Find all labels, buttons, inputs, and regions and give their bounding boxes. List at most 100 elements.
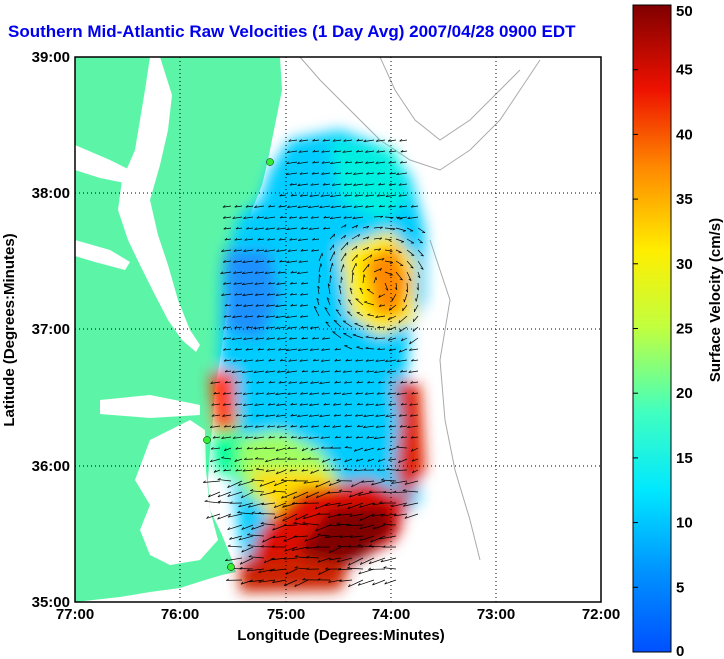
velocity-arrow-head xyxy=(352,272,355,276)
velocity-arrow xyxy=(234,458,243,462)
velocity-arrow-head xyxy=(294,555,298,557)
velocity-arrow xyxy=(300,326,309,329)
velocity-arrow-head xyxy=(367,380,370,384)
velocity-arrow-head xyxy=(308,414,312,417)
velocity-arrow xyxy=(298,238,309,241)
velocity-arrow xyxy=(276,425,287,428)
velocity-arrow xyxy=(376,194,386,197)
map-title: Southern Mid-Atlantic Raw Velocities (1 … xyxy=(8,22,576,41)
velocity-arrow-head xyxy=(260,544,264,547)
velocity-arrow-head xyxy=(217,500,222,503)
velocity-arrow xyxy=(297,348,309,351)
velocity-arrow-head xyxy=(266,304,269,307)
velocity-arrow-head xyxy=(347,299,351,302)
velocity-arrow xyxy=(388,381,397,384)
velocity-arrow xyxy=(251,479,265,482)
velocity-arrow xyxy=(384,579,397,585)
velocity-arrow-head xyxy=(400,338,404,342)
velocity-arrow xyxy=(211,403,221,406)
velocity-arrow xyxy=(291,546,309,551)
velocity-arrow xyxy=(399,425,408,428)
velocity-arrow-head xyxy=(279,215,283,219)
velocity-arrow-head xyxy=(409,341,412,345)
velocity-arrow-head xyxy=(375,359,379,362)
velocity-arrow-head xyxy=(265,315,269,318)
velocity-arrow-head xyxy=(364,301,368,303)
velocity-arrow-head xyxy=(363,414,367,417)
velocity-arrow-head xyxy=(256,381,260,384)
velocity-arrow-head xyxy=(321,161,325,164)
velocity-arrow-head xyxy=(233,260,236,263)
velocity-arrow-head xyxy=(290,402,294,406)
velocity-arrow-head xyxy=(410,448,414,452)
velocity-arrow-head xyxy=(253,436,257,439)
velocity-arrow xyxy=(384,238,392,241)
velocity-arrow-head xyxy=(405,289,408,293)
velocity-arrow xyxy=(238,480,254,486)
velocity-arrow xyxy=(277,370,287,373)
velocity-arrow xyxy=(417,249,424,257)
velocity-arrow xyxy=(256,216,265,219)
velocity-arrow-head xyxy=(310,425,314,428)
velocity-arrow xyxy=(410,436,419,439)
velocity-arrow xyxy=(402,490,419,493)
velocity-arrow xyxy=(354,447,364,452)
velocity-arrow-head xyxy=(328,550,332,554)
velocity-arrow-head xyxy=(379,237,383,241)
velocity-arrow-head xyxy=(382,522,386,525)
velocity-arrow-head xyxy=(347,562,351,566)
velocity-arrow xyxy=(396,446,408,449)
velocity-arrow-head xyxy=(279,259,283,263)
velocity-arrow xyxy=(253,436,265,439)
velocity-arrow-head xyxy=(222,205,226,208)
velocity-arrow-head xyxy=(289,292,293,296)
velocity-arrow-head xyxy=(342,150,346,153)
velocity-arrow-head xyxy=(309,326,313,329)
velocity-arrow-head xyxy=(410,381,414,384)
velocity-arrow-head xyxy=(220,271,224,274)
velocity-arrow xyxy=(379,535,397,540)
velocity-arrow-head xyxy=(248,555,252,558)
velocity-arrow xyxy=(344,403,353,406)
velocity-arrow-head xyxy=(409,414,413,417)
velocity-arrow-head xyxy=(363,425,366,428)
velocity-arrow-head xyxy=(254,403,258,406)
velocity-arrow xyxy=(256,315,265,318)
velocity-arrow-head xyxy=(243,337,246,340)
velocity-arrow-head xyxy=(256,249,259,252)
velocity-arrow-head xyxy=(208,494,211,498)
velocity-arrow xyxy=(325,321,331,328)
velocity-arrow-head xyxy=(344,381,347,384)
velocity-arrow-head xyxy=(276,403,280,406)
velocity-arrow xyxy=(384,282,389,291)
velocity-arrow-head xyxy=(309,392,313,395)
velocity-arrow xyxy=(387,392,397,395)
velocity-arrow xyxy=(344,345,353,350)
velocity-arrow-head xyxy=(321,172,324,175)
velocity-arrow xyxy=(241,491,254,499)
velocity-arrow xyxy=(302,513,320,520)
velocity-arrow xyxy=(234,205,243,208)
velocity-arrow-head xyxy=(282,518,285,522)
velocity-arrow-head xyxy=(311,172,315,175)
velocity-arrow-head xyxy=(407,216,411,219)
velocity-arrow xyxy=(362,263,370,273)
velocity-arrow xyxy=(344,381,353,384)
velocity-arrow xyxy=(337,513,353,516)
velocity-arrow xyxy=(365,347,375,350)
velocity-arrow-head xyxy=(247,533,251,536)
velocity-arrow-head xyxy=(223,326,226,329)
velocity-arrow xyxy=(221,293,232,296)
velocity-arrow-head xyxy=(343,216,347,219)
velocity-arrow xyxy=(373,524,386,530)
velocity-arrow-head xyxy=(286,348,289,351)
velocity-arrow-head xyxy=(331,262,334,267)
velocity-arrow xyxy=(337,502,353,507)
velocity-arrow xyxy=(265,414,276,417)
velocity-arrow xyxy=(400,436,408,439)
velocity-arrow-head xyxy=(223,227,227,230)
velocity-arrow xyxy=(281,491,298,499)
velocity-arrow xyxy=(366,436,375,439)
velocity-arrow xyxy=(330,161,342,165)
velocity-arrow-head xyxy=(251,511,255,514)
